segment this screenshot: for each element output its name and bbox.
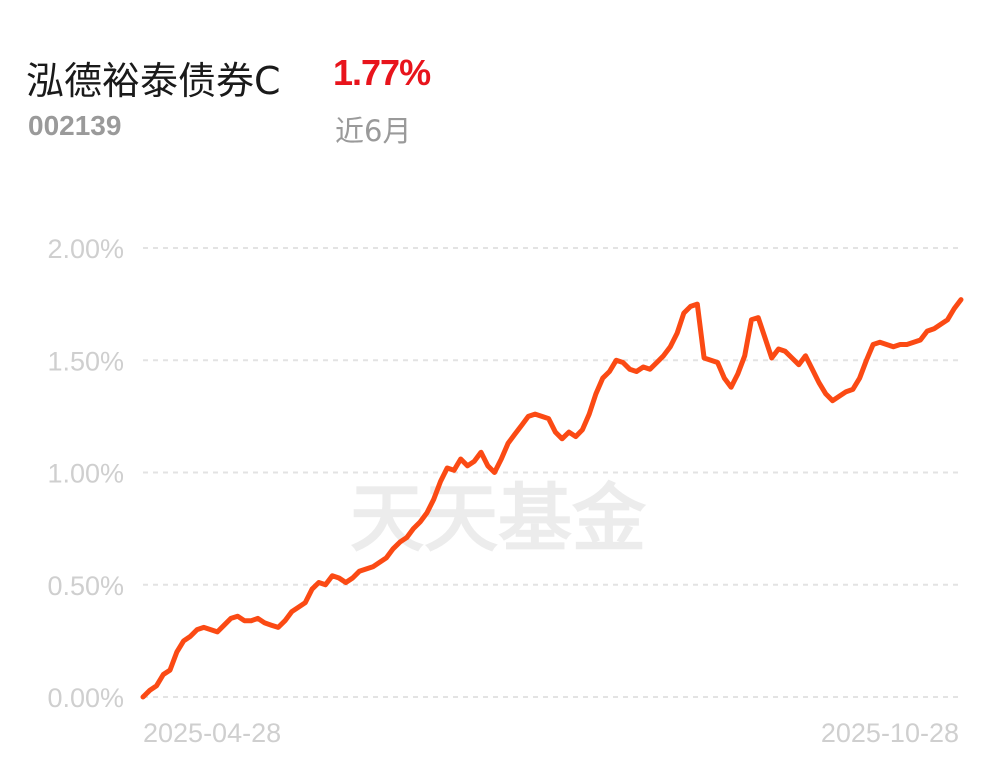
gridlines <box>143 247 961 698</box>
x-tick-label: 2025-04-28 <box>143 718 281 748</box>
y-tick-label: 2.00% <box>47 234 124 264</box>
y-axis-ticks: 0.00% 0.50% 1.00% 1.50% 2.00% <box>47 234 124 713</box>
period-label[interactable]: 近6月 <box>335 114 412 148</box>
y-tick-label: 1.00% <box>47 459 124 489</box>
fund-name: 泓德裕泰债券C <box>26 59 281 103</box>
x-tick-label: 2025-10-28 <box>821 718 959 748</box>
y-tick-label: 0.50% <box>47 571 124 601</box>
watermark-text: 天天基金 <box>350 476 647 562</box>
y-tick-label: 1.50% <box>47 346 124 376</box>
series-line[interactable] <box>140 297 964 700</box>
y-tick-label: 0.00% <box>47 683 124 713</box>
x-axis-ticks: 2025-04-28 2025-10-28 <box>143 718 959 748</box>
series-layer <box>140 297 964 700</box>
fund-code: 002139 <box>28 110 122 141</box>
period-return: 1.77% <box>333 52 431 93</box>
